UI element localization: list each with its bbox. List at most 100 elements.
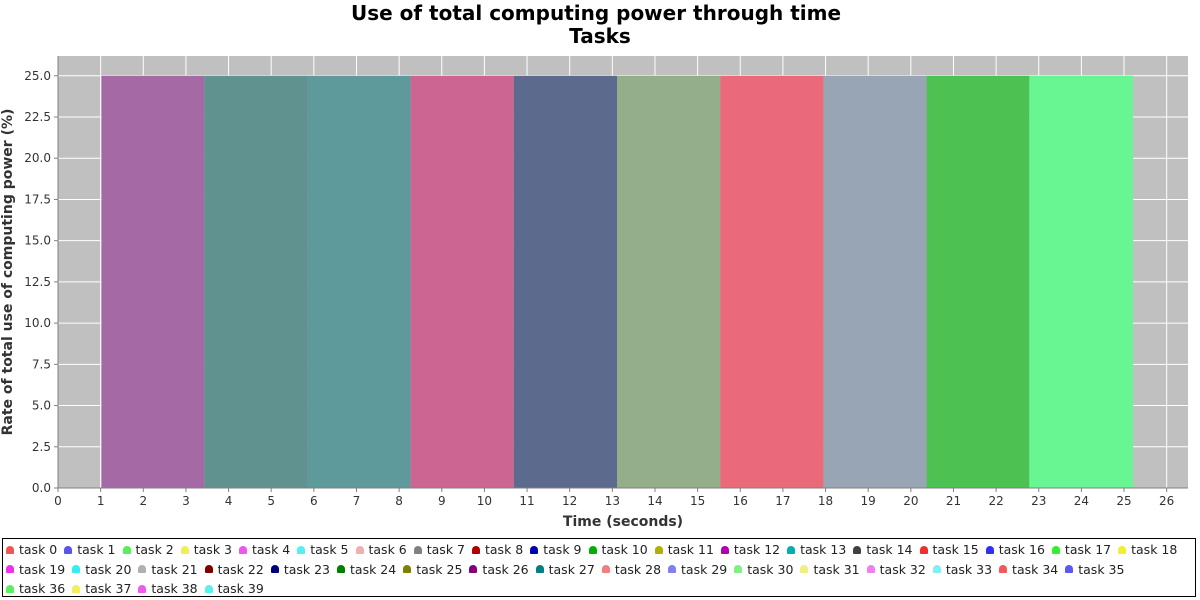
legend-item: task 28: [601, 560, 662, 580]
legend-item: task 4: [239, 540, 290, 560]
legend-label: task 31: [813, 561, 860, 577]
legend-label: task 1: [77, 542, 116, 558]
legend-label: task 10: [601, 542, 648, 558]
y-tick-label: 5.0: [32, 399, 51, 413]
task-bar-8: [926, 75, 1030, 489]
legend-item: task 16: [985, 540, 1045, 560]
legend-label: task 18: [1131, 542, 1178, 558]
legend-item: task 14: [853, 540, 913, 560]
legend-label: task 0: [19, 542, 58, 558]
legend-item: task 29: [668, 560, 727, 580]
legend-label: task 38: [151, 581, 198, 597]
x-tick-label: 3: [182, 494, 190, 508]
legend-label: task 13: [800, 542, 847, 558]
legend-swatch: [866, 565, 875, 574]
x-tick-label: 5: [267, 494, 275, 508]
legend-label: task 20: [85, 561, 132, 577]
task-bar-2: [307, 75, 411, 489]
legend-label: task 6: [368, 542, 407, 558]
task-bar-6: [720, 75, 824, 489]
legend-swatch: [1065, 565, 1074, 574]
x-tick-label: 12: [562, 494, 577, 508]
chart-title: Use of total computing power through tim…: [351, 1, 841, 25]
x-tick-label: 20: [903, 494, 918, 508]
legend-item: task 9: [530, 540, 582, 560]
legend-label: task 14: [866, 542, 913, 558]
legend-label: task 5: [310, 542, 349, 558]
y-ticks: 0.0 2.5 5.0 7.5 10.0 12.5 15.0 17.5 20.0 22.5 25.0: [24, 69, 58, 495]
legend-swatch: [668, 565, 677, 574]
legend-swatch: [138, 565, 147, 574]
x-tick-label: 14: [647, 494, 662, 508]
y-axis-label: Rate of total use of computing power (%): [0, 109, 16, 436]
legend-item: task 34: [999, 560, 1058, 580]
legend-label: task 7: [426, 542, 465, 558]
chart-subtitle: Tasks: [569, 24, 631, 48]
legend-swatch: [932, 565, 941, 574]
legend-label: task 16: [998, 542, 1045, 558]
legend-label: task 8: [485, 542, 524, 558]
x-tick-label: 4: [225, 494, 233, 508]
legend-swatch: [1051, 545, 1060, 554]
legend-swatch: [985, 545, 994, 554]
legend-swatch: [919, 545, 928, 554]
x-tick-label: 17: [775, 494, 790, 508]
y-tick-label: 25.0: [24, 69, 51, 83]
task-bar-3: [410, 75, 514, 489]
legend-label: task 35: [1078, 561, 1125, 577]
legend-item: task 10: [588, 540, 648, 560]
legend-item: task 17: [1051, 540, 1111, 560]
legend-swatch: [270, 565, 279, 574]
legend-item: task 37: [72, 579, 131, 599]
legend-swatch: [469, 565, 478, 574]
legend-item: task 32: [866, 560, 926, 580]
x-tick-label: 21: [946, 494, 961, 508]
y-tick-label: 22.5: [24, 110, 51, 124]
legend-swatch: [734, 565, 743, 574]
y-tick-label: 0.0: [32, 481, 51, 495]
legend: task 0 task 1 task 2 task 3 task 4 task 5 task…: [2, 538, 1196, 597]
task-bar-0: [101, 75, 205, 489]
legend-item: task 21: [138, 560, 198, 580]
axes: [57, 56, 1188, 489]
legend-item: task 8: [472, 540, 523, 560]
legend-item: task 19: [6, 560, 65, 580]
legend-item: task 18: [1118, 540, 1177, 560]
legend-label: task 29: [681, 561, 728, 577]
legend-swatch: [239, 545, 247, 554]
legend-label: task 2: [135, 542, 174, 558]
legend-label: task 36: [19, 581, 66, 597]
legend-swatch: [1118, 545, 1127, 554]
legend-item: task 25: [403, 560, 462, 580]
legend-label: task 4: [252, 542, 291, 558]
legend-swatch: [204, 565, 213, 574]
legend-swatch: [472, 545, 480, 554]
legend-swatch: [403, 565, 412, 574]
legend-label: task 37: [85, 581, 132, 597]
task-bar-1: [204, 75, 308, 489]
legend-item: task 22: [204, 560, 264, 580]
legend-label: task 28: [614, 561, 662, 577]
legend-item: task 6: [355, 540, 407, 560]
legend-item: task 0: [6, 540, 57, 560]
legend-label: task 30: [747, 561, 794, 577]
x-tick-label: 7: [353, 494, 361, 508]
legend-label: task 26: [482, 561, 529, 577]
x-tick-label: 25: [1116, 494, 1131, 508]
y-tick-label: 20.0: [24, 151, 51, 165]
legend-label: task 24: [350, 561, 397, 577]
legend-item: task 38: [138, 579, 198, 599]
legend-item: task 27: [535, 560, 595, 580]
legend-swatch: [535, 565, 544, 574]
legend-item: task 3: [180, 540, 232, 560]
legend-swatch: [180, 545, 189, 554]
legend-item: task 11: [654, 540, 714, 560]
legend-item: task 24: [337, 560, 396, 580]
task-bar-9: [1029, 75, 1133, 489]
legend-label: task 22: [217, 561, 264, 577]
x-ticks: 0 1 2 3 4 5 6 7 8 9 10 11 12 13 14 15 16 17 18 19 20 21 22 23 24…: [54, 488, 1174, 508]
legend-item: task 5: [297, 540, 349, 560]
task-bar-7: [823, 75, 927, 489]
x-tick-label: 13: [605, 494, 620, 508]
